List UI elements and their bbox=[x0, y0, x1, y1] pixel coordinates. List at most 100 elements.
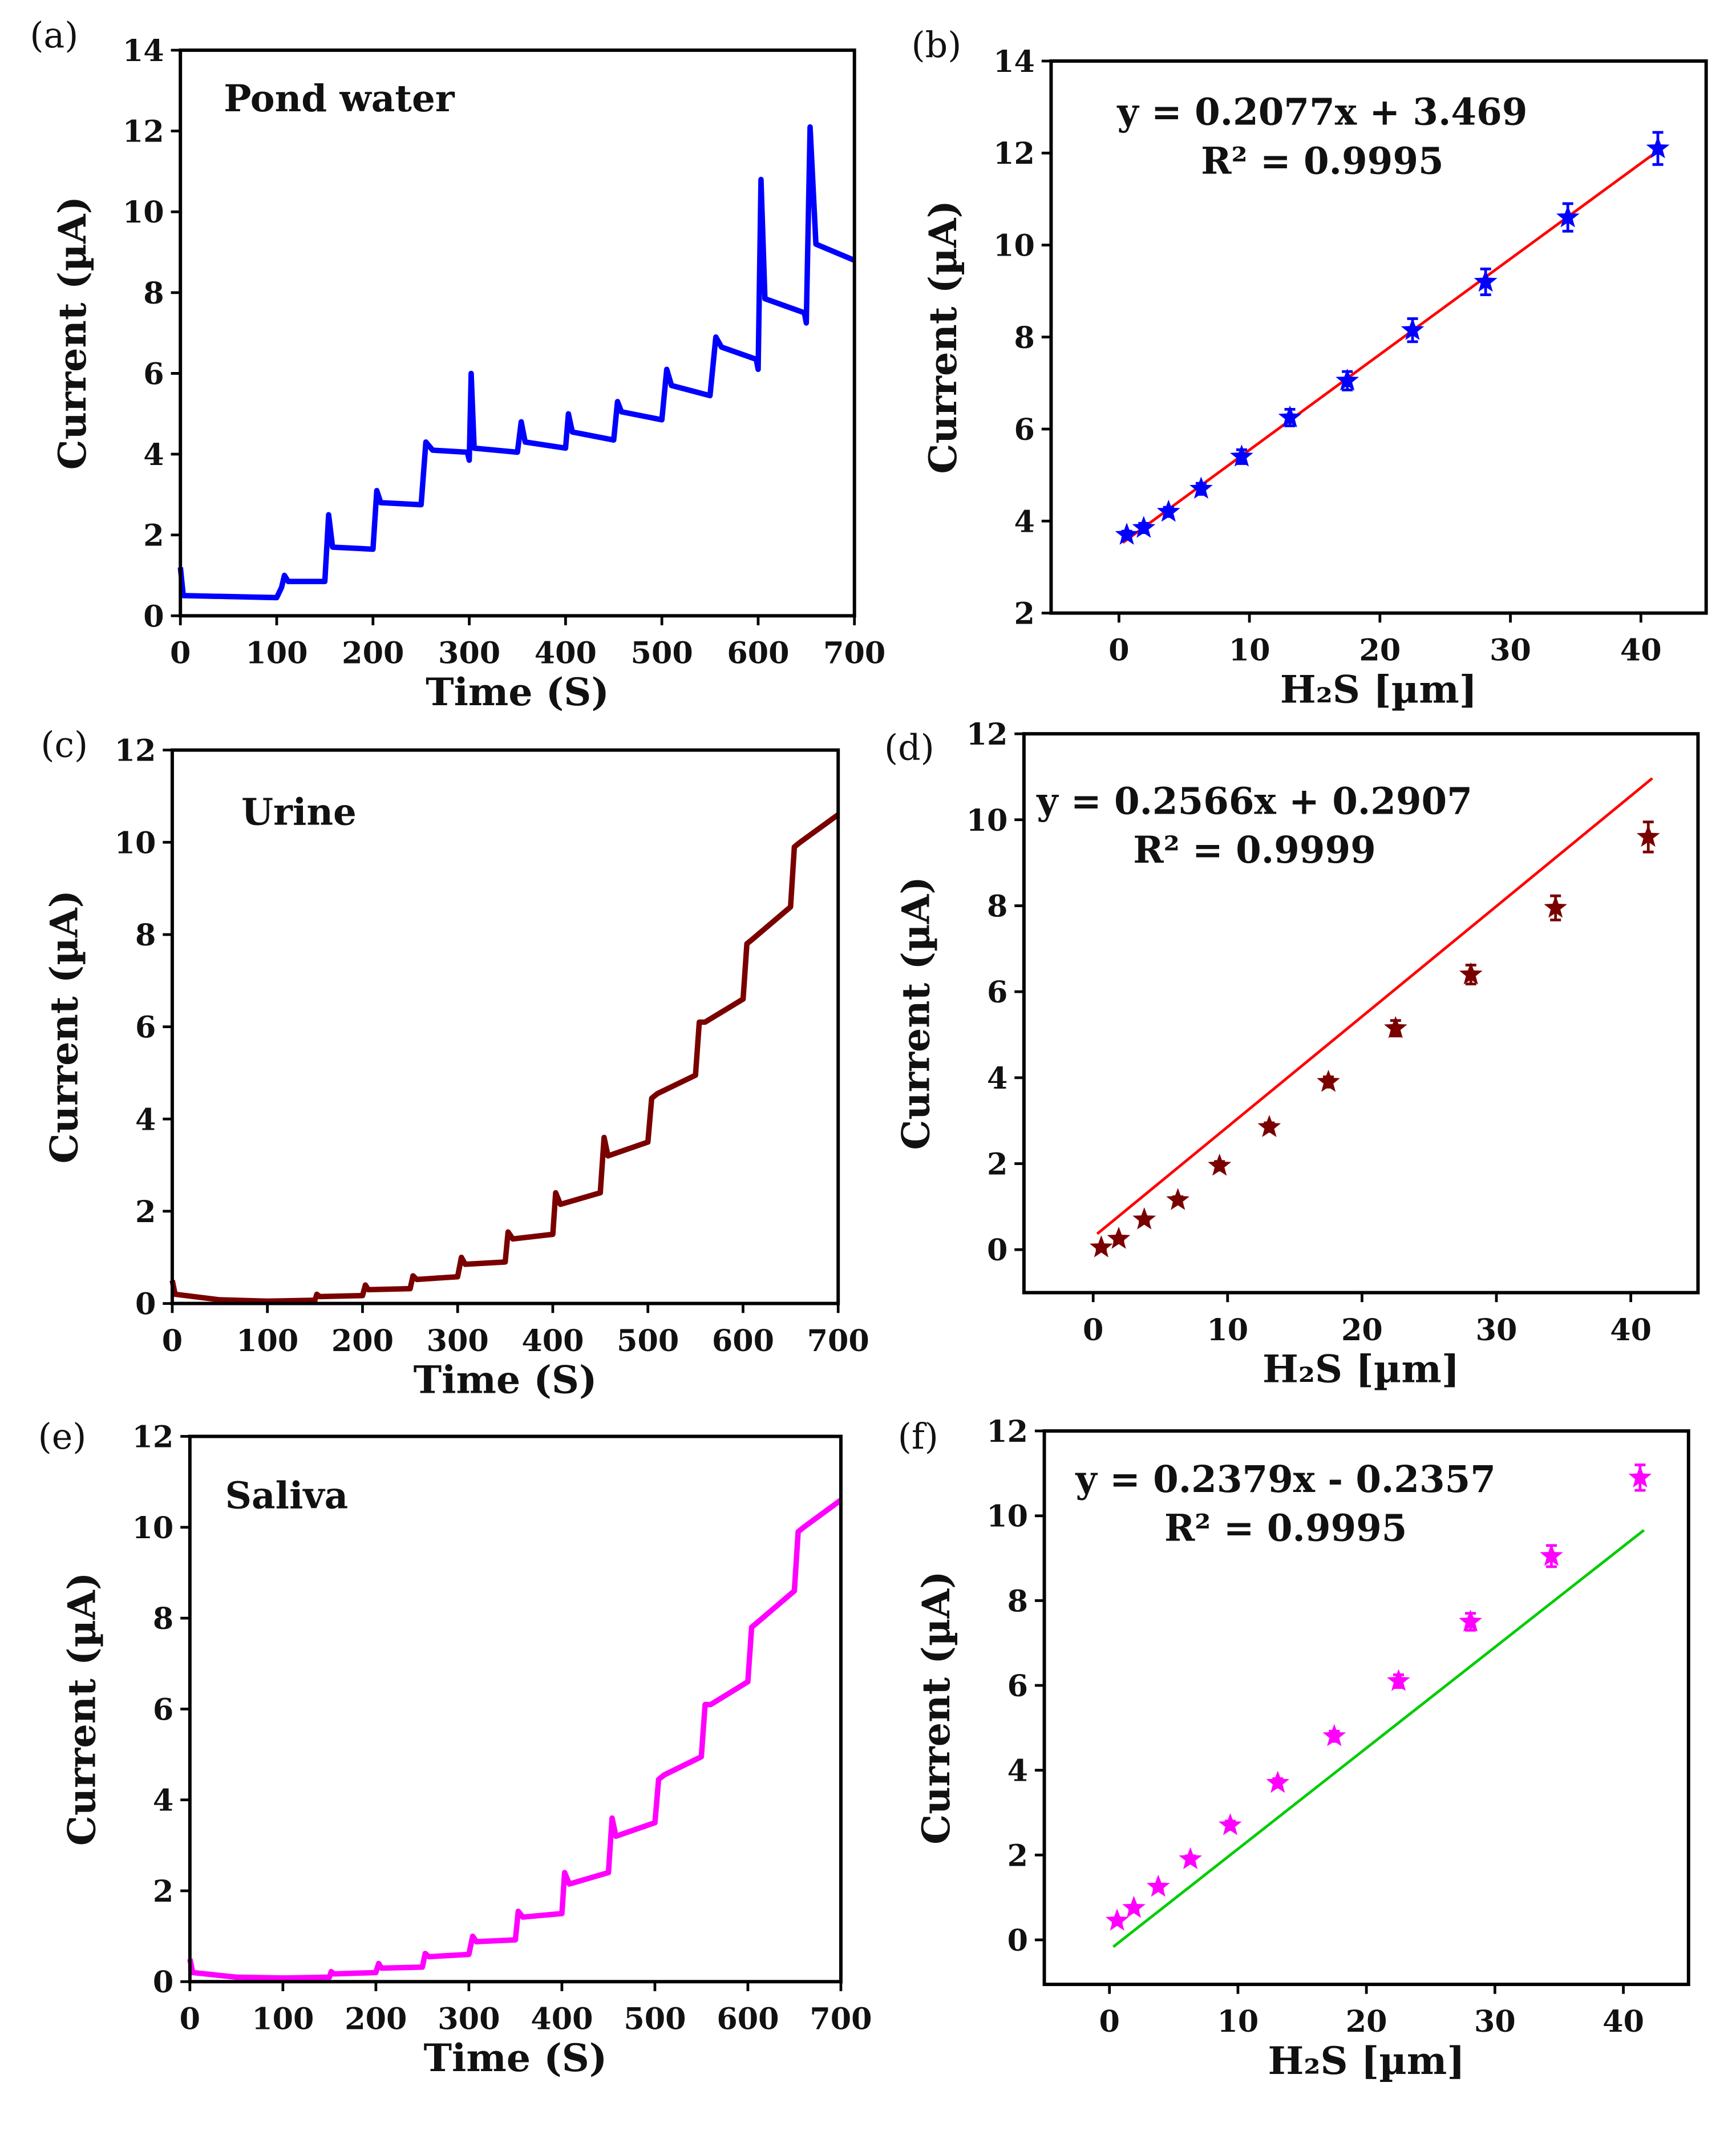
data-point-star bbox=[1459, 1610, 1482, 1632]
y-tick-label: 10 bbox=[115, 826, 156, 860]
y-tick-label: 10 bbox=[123, 195, 164, 230]
data-point-star bbox=[1156, 499, 1180, 522]
x-tick-label: 200 bbox=[345, 2001, 407, 2036]
panel-e: (e) 0 100 200 300 400 500 600 700 0 2 4 6 8 10 12 Time (… bbox=[38, 1416, 872, 2080]
y-tick-label: 6 bbox=[135, 1010, 156, 1045]
plot-frame bbox=[1049, 59, 1708, 615]
panel-label: (c) bbox=[41, 725, 88, 766]
x-tick-label: 600 bbox=[727, 636, 789, 670]
panel-label: (b) bbox=[912, 25, 962, 66]
data-point-star bbox=[1107, 1227, 1131, 1249]
fit-equation: y = 0.2379x - 0.2357 bbox=[1075, 1458, 1496, 1501]
y-tick-label: 10 bbox=[966, 803, 1008, 838]
y-tick-label: 8 bbox=[1007, 1584, 1028, 1619]
x-axis-label: H₂S [µm] bbox=[1262, 1347, 1459, 1391]
y-tick-label: 10 bbox=[993, 229, 1035, 264]
data-series-line bbox=[187, 1498, 843, 1981]
panel-label: (a) bbox=[30, 15, 78, 56]
data-point-star bbox=[1132, 516, 1156, 538]
x-tick-label: 0 bbox=[1108, 633, 1129, 668]
data-point-star bbox=[1115, 522, 1139, 545]
y-axis-label: Current (µA) bbox=[893, 876, 938, 1150]
plot-frame bbox=[170, 748, 840, 1305]
y-tick-label: 8 bbox=[143, 276, 164, 311]
x-tick-label: 200 bbox=[331, 1324, 394, 1358]
panel-f: (f) 0 10 20 30 40 0 2 4 6 8 10 12 H₂S [µm] Current (µA… bbox=[898, 1414, 1690, 2083]
x-axis-label: Time (S) bbox=[424, 2036, 608, 2080]
y-tick-label: 4 bbox=[1007, 1754, 1028, 1789]
data-point-star bbox=[1636, 824, 1660, 847]
data-point-star bbox=[1122, 1895, 1146, 1918]
panel-label: (f) bbox=[898, 1416, 938, 1457]
y-tick-label: 4 bbox=[1014, 504, 1035, 539]
y-tick-label: 0 bbox=[135, 1287, 156, 1322]
x-tick-label: 500 bbox=[617, 1324, 679, 1358]
x-tick-label: 40 bbox=[1610, 1313, 1652, 1348]
y-tick-label: 2 bbox=[135, 1195, 156, 1230]
x-tick-label: 20 bbox=[1359, 633, 1401, 668]
panel-b: (b) 0 10 20 30 40 2 4 6 8 10 12 14 H₂S [µm] Current (µ… bbox=[912, 25, 1708, 711]
data-point-star bbox=[1540, 1543, 1563, 1566]
x-tick-label: 600 bbox=[712, 1324, 774, 1358]
panel-c: (c) 0 100 200 300 400 500 600 700 0 2 4 6 8 10 12 Time (… bbox=[41, 725, 869, 1402]
y-tick-label: 0 bbox=[987, 1233, 1007, 1268]
y-tick-label: 12 bbox=[132, 1420, 174, 1455]
y-tick-label: 6 bbox=[1014, 413, 1035, 447]
x-axis-label: H₂S [µm] bbox=[1268, 2039, 1464, 2083]
data-point-star bbox=[1208, 1153, 1232, 1176]
x-tick-label: 600 bbox=[717, 2001, 779, 2036]
y-tick-label: 10 bbox=[986, 1499, 1028, 1534]
y-tick-label: 4 bbox=[143, 438, 164, 472]
y-tick-label: 12 bbox=[993, 136, 1035, 171]
data-point-star bbox=[1322, 1724, 1346, 1746]
x-tick-label: 400 bbox=[535, 636, 597, 670]
data-point-star bbox=[1646, 136, 1670, 159]
y-tick-label: 8 bbox=[1014, 321, 1035, 355]
panel-a: (a) 0 100 200 300 400 500 600 700 0 2 4 6 8 10 12 14 Time… bbox=[30, 15, 885, 714]
x-tick-label: 300 bbox=[438, 2001, 500, 2036]
plot-frame bbox=[1022, 732, 1700, 1295]
data-point-star bbox=[1459, 962, 1483, 985]
x-tick-label: 10 bbox=[1229, 633, 1270, 668]
y-tick-label: 12 bbox=[986, 1414, 1028, 1449]
y-axis-label: Current (µA) bbox=[59, 1572, 104, 1846]
data-point-star bbox=[1266, 1770, 1290, 1793]
x-axis-label: Time (S) bbox=[414, 1357, 597, 1402]
data-point-star bbox=[1387, 1669, 1410, 1691]
x-tick-label: 0 bbox=[1099, 2004, 1120, 2039]
x-tick-label: 300 bbox=[427, 1324, 489, 1358]
panel-d: (d) 0 10 20 30 40 0 2 4 6 8 10 12 H₂S [µm] Current (µA… bbox=[884, 717, 1700, 1391]
plot-frame bbox=[179, 48, 856, 618]
data-point-star bbox=[1179, 1847, 1203, 1870]
y-tick-label: 8 bbox=[135, 918, 156, 953]
x-tick-label: 100 bbox=[236, 1324, 298, 1358]
fit-equation: y = 0.2566x + 0.2907 bbox=[1036, 780, 1472, 823]
x-tick-label: 30 bbox=[1474, 2004, 1516, 2039]
data-point-star bbox=[1257, 1115, 1281, 1137]
x-tick-label: 20 bbox=[1341, 1313, 1383, 1348]
data-point-star bbox=[1219, 1813, 1242, 1835]
y-tick-label: 2 bbox=[153, 1874, 173, 1909]
data-point-star bbox=[1401, 318, 1425, 340]
data-point-star bbox=[1336, 368, 1359, 391]
x-tick-label: 0 bbox=[1083, 1313, 1103, 1348]
y-tick-label: 4 bbox=[135, 1102, 156, 1137]
sample-annotation: Urine bbox=[241, 791, 357, 834]
panel-label: (d) bbox=[884, 727, 934, 768]
y-tick-label: 8 bbox=[153, 1602, 173, 1636]
y-tick-label: 8 bbox=[987, 889, 1007, 924]
y-tick-label: 12 bbox=[115, 734, 156, 769]
x-tick-label: 700 bbox=[807, 1324, 869, 1358]
plot-frame bbox=[1042, 1429, 1690, 1986]
y-tick-label: 2 bbox=[143, 519, 164, 553]
data-point-star bbox=[1132, 1207, 1156, 1230]
y-axis-label: Current (µA) bbox=[921, 200, 965, 474]
y-axis-label: Current (µA) bbox=[914, 1571, 958, 1844]
y-tick-label: 14 bbox=[993, 45, 1035, 79]
sample-annotation: Pond water bbox=[224, 78, 455, 120]
y-tick-label: 0 bbox=[153, 1965, 173, 2000]
y-tick-label: 2 bbox=[1014, 597, 1035, 632]
x-tick-label: 20 bbox=[1346, 2004, 1387, 2039]
data-point-star bbox=[1278, 405, 1302, 428]
y-tick-label: 12 bbox=[966, 717, 1008, 752]
